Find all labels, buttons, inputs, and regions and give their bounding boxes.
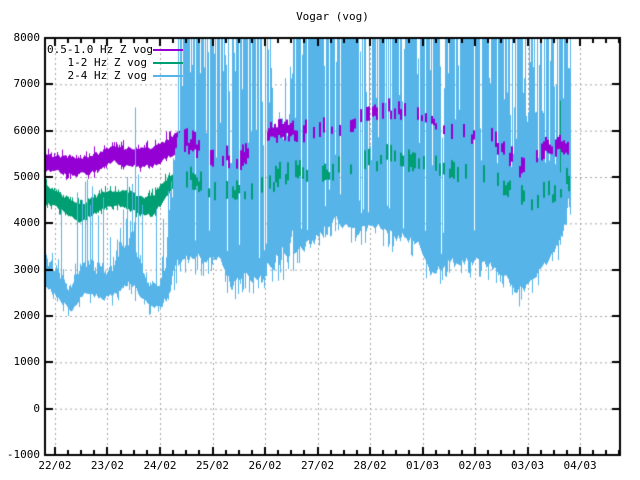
x-tick-label: 22/02 [38, 459, 72, 472]
y-tick-label: 1000 [13, 355, 41, 369]
legend-line-sample [153, 61, 183, 64]
legend-line-sample [153, 48, 183, 51]
x-tick-label: 23/02 [90, 459, 125, 472]
y-tick-label: 0 [33, 401, 40, 415]
x-tick-label: 28/02 [353, 459, 387, 472]
y-tick-label: 5000 [13, 170, 41, 183]
legend-entry: 0.5-1.0 Hz Z vog [47, 43, 183, 56]
legend-entry: 1-2 Hz Z vog [47, 56, 183, 69]
y-tick-label: -1000 [6, 448, 40, 461]
y-tick-label: 8000 [13, 31, 41, 44]
y-tick-label: 7000 [13, 77, 41, 91]
x-tick-label: 03/03 [511, 459, 545, 472]
x-tick-label: 04/03 [563, 459, 597, 472]
legend-label: 2-4 Hz Z vog [67, 69, 147, 82]
legend-label: 0.5-1.0 Hz Z vog [47, 43, 153, 56]
legend-label: 1-2 Hz Z vog [67, 56, 147, 69]
y-tick-label: 2000 [13, 309, 41, 322]
x-tick-label: 27/02 [300, 459, 335, 472]
x-tick-label: 25/02 [195, 459, 230, 472]
x-tick-label: 24/02 [143, 459, 177, 472]
x-tick-label: 02/03 [458, 459, 492, 472]
legend: 0.5-1.0 Hz Z vog 1-2 Hz Z vog 2-4 Hz Z vog [47, 43, 183, 82]
legend-line-sample [153, 74, 183, 77]
y-tick-label: 4000 [13, 216, 41, 230]
x-tick-label: 26/02 [248, 459, 282, 472]
x-tick-label: 01/03 [405, 459, 440, 472]
chart-title: Vogar (vog) [296, 10, 369, 23]
y-tick-label: 3000 [13, 262, 41, 276]
y-tick-label: 6000 [13, 123, 41, 137]
legend-entry: 2-4 Hz Z vog [47, 69, 183, 82]
